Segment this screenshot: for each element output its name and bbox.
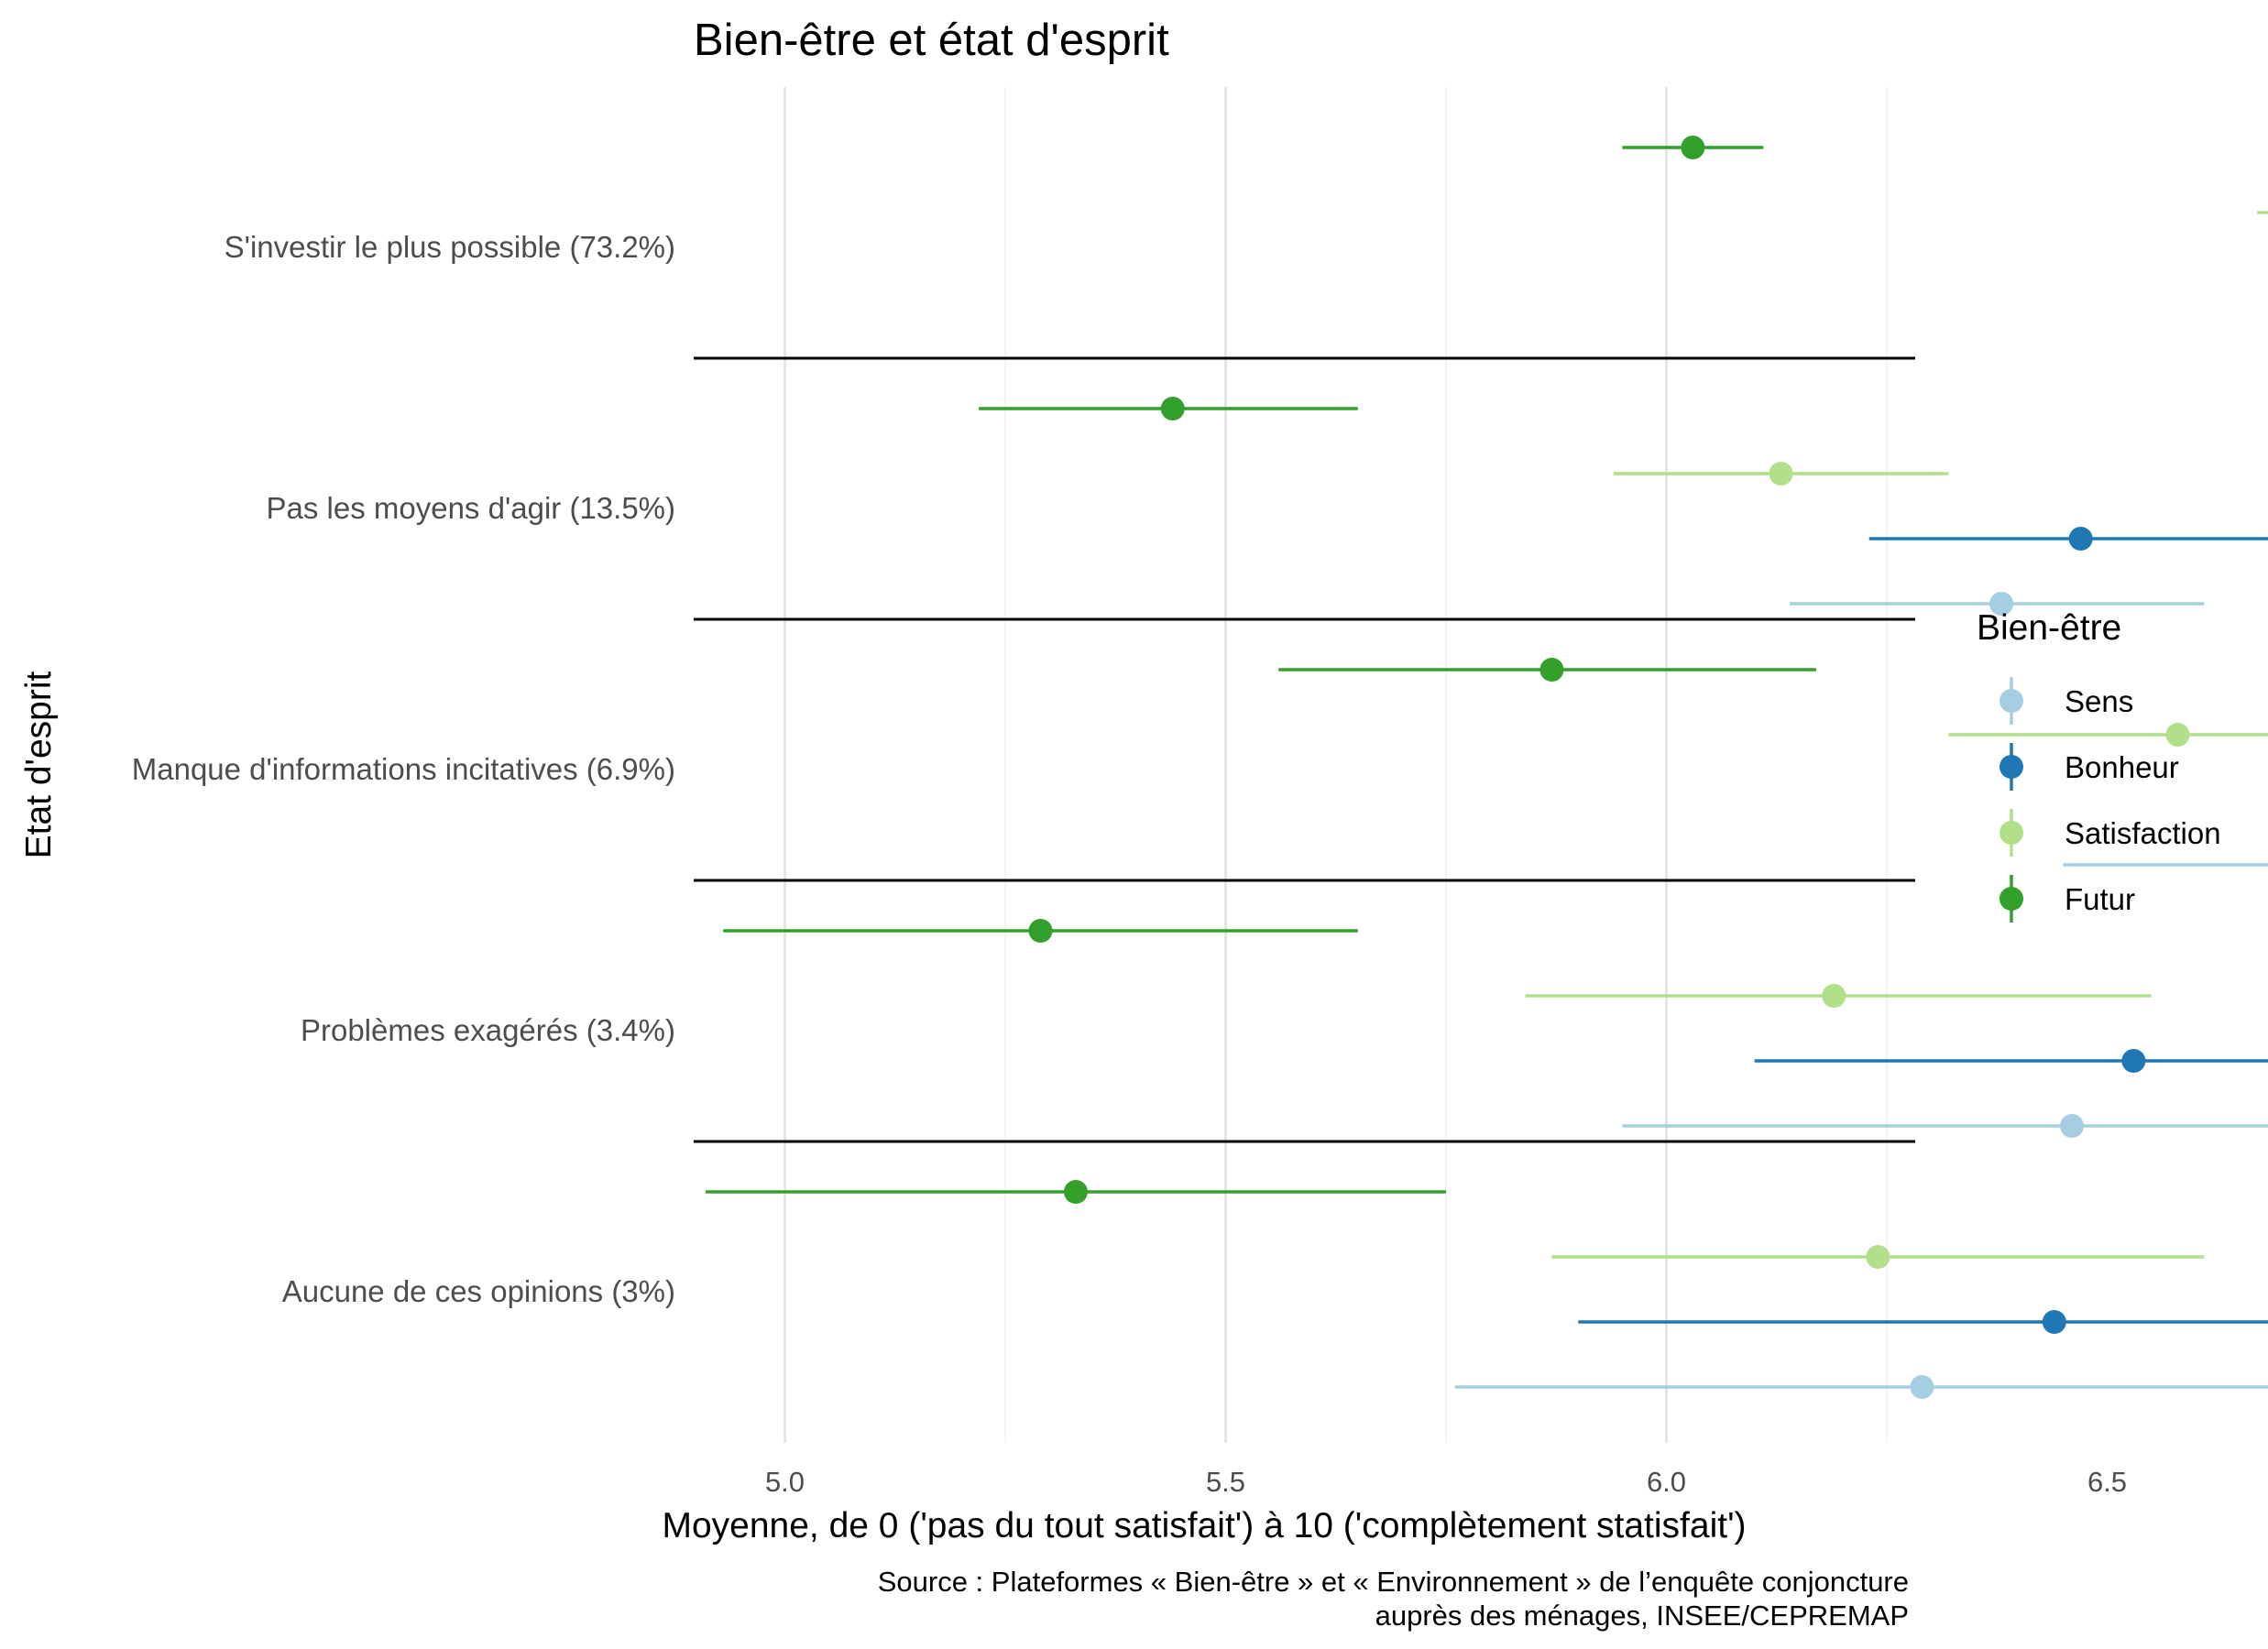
point-sens-3 <box>2063 863 2268 867</box>
legend-item-satisfaction: Satisfaction <box>2000 809 2221 857</box>
point-futur-1 <box>1622 136 1764 159</box>
category-label: Manque d'informations incitatives (6.9%) <box>132 752 675 786</box>
legend-key-dot <box>2000 689 2023 713</box>
legend: Bien-être Sens Bonheur Satisfaction Futur <box>1977 608 2221 923</box>
data-point <box>2121 1049 2146 1073</box>
data-point <box>1769 462 1793 486</box>
point-sens-5 <box>1454 1375 2268 1399</box>
data-point <box>1539 658 1564 682</box>
point-futur-4 <box>723 919 1358 943</box>
grid-lines <box>783 87 1888 1443</box>
legend-key-dot <box>2000 887 2023 911</box>
point-futur-2 <box>979 397 1358 420</box>
legend-label: Bonheur <box>2065 750 2179 784</box>
legend-label: Futur <box>2065 882 2135 916</box>
point-sens-4 <box>1622 1114 2268 1138</box>
chart-title: Bien-être et état d'esprit <box>694 16 1169 65</box>
category-label: Aucune de ces opinions (3%) <box>282 1274 675 1308</box>
data-point <box>1910 1375 1934 1399</box>
legend-item-futur: Futur <box>2000 875 2135 923</box>
data-point <box>1028 919 1053 943</box>
data-point <box>1063 1180 1088 1204</box>
data-point <box>1822 984 1846 1008</box>
caption-line-2: auprès des ménages, INSEE/CEPREMAP <box>1375 1600 1909 1632</box>
point-futur-3 <box>1278 658 1817 682</box>
point-satisfaction-4 <box>1525 984 2152 1008</box>
y-axis-title: Etat d'esprit <box>19 671 59 858</box>
point-satisfaction-2 <box>1613 462 1949 486</box>
category-labels: S'investir le plus possible (73.2%) Pas l… <box>132 230 675 1308</box>
x-tick-label: 6.5 <box>2087 1466 2127 1498</box>
x-axis-title: Moyenne, de 0 ('pas du tout satisfait') … <box>662 1506 1746 1545</box>
data-point <box>1989 592 2014 616</box>
x-tick-label: 6.0 <box>1647 1466 1686 1498</box>
point-satisfaction-1 <box>2257 211 2268 214</box>
data-marks <box>705 136 2268 1399</box>
x-tick-label: 5.0 <box>765 1466 805 1498</box>
point-satisfaction-5 <box>1551 1245 2205 1269</box>
legend-label: Sens <box>2065 684 2133 718</box>
legend-key-dot <box>2000 755 2023 779</box>
data-point <box>2165 723 2190 747</box>
legend-key-dot <box>2000 821 2023 845</box>
data-point <box>2060 1114 2085 1138</box>
caption-line-1: Source : Plateformes « Bien-être » et « … <box>878 1566 1909 1598</box>
legend-label: Satisfaction <box>2065 816 2221 850</box>
point-bonheur-5 <box>1578 1310 2268 1334</box>
x-tick-label: 5.5 <box>1206 1466 1245 1498</box>
legend-title: Bien-être <box>1977 608 2121 648</box>
category-label: S'investir le plus possible (73.2%) <box>225 230 675 264</box>
legend-item-bonheur: Bonheur <box>2000 743 2179 791</box>
legend-item-sens: Sens <box>2000 677 2133 725</box>
data-point <box>2042 1310 2066 1334</box>
category-label: Pas les moyens d'agir (13.5%) <box>267 491 676 525</box>
category-separators <box>694 356 1915 1143</box>
data-point <box>1866 1245 1890 1269</box>
point-futur-5 <box>705 1180 1446 1204</box>
data-point <box>1681 136 1705 159</box>
category-label: Problèmes exagérés (3.4%) <box>301 1013 675 1047</box>
point-satisfaction-3 <box>1948 723 2268 747</box>
point-bonheur-4 <box>1754 1049 2268 1073</box>
point-sens-2 <box>1790 592 2205 616</box>
x-tick-labels: 5.05.56.06.57.07.5 <box>765 1466 2127 1498</box>
data-point <box>1160 397 1185 420</box>
data-point <box>2068 527 2093 551</box>
point-bonheur-2 <box>1868 527 2268 551</box>
